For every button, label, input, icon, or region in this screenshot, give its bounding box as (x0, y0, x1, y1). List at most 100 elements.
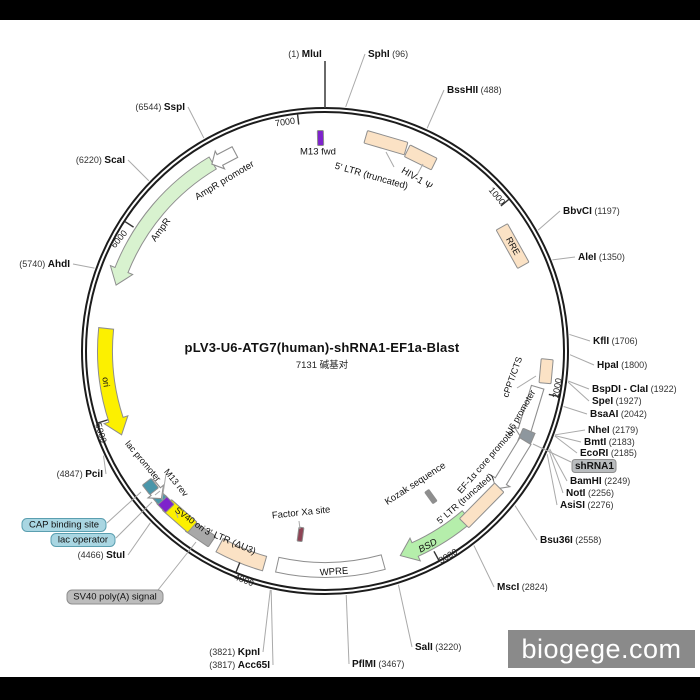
m13-rev-label: M13 rev (162, 467, 191, 499)
site-label-alei: AleI (1350) (578, 252, 625, 263)
feature-3-ltr-du3 (215, 537, 268, 572)
wpre-label: WPRE (319, 566, 348, 579)
site-leader-bsaai (563, 406, 588, 415)
site-leader-scai (127, 159, 150, 182)
site-label-bsaai: BsaAI (2042) (590, 409, 647, 420)
cap-binding-site-label-bg (21, 518, 107, 532)
site-label-ecori: EcoRI (2185) (580, 448, 637, 459)
site-leader-stui (127, 522, 151, 556)
site-leader-hpai (569, 354, 595, 366)
site-leader-bsshii (426, 89, 445, 129)
feature-hiv-1-psi (404, 144, 438, 171)
feature-ori (96, 327, 129, 436)
site-label-kfli: KflI (1706) (593, 336, 638, 347)
site-label-scai: (6220) ScaI (76, 155, 125, 166)
tick-label-7000: 7000 (274, 116, 295, 129)
tick-4000 (235, 562, 241, 573)
site-label-shrna1: shRNA1 (575, 461, 614, 472)
feature-bsd (399, 509, 473, 562)
site-leader-ecori (554, 435, 578, 454)
site-leader-bspdi-clai (567, 380, 590, 390)
feature-5-ltr-truncated-1 (363, 130, 409, 156)
site-label-mlui: (1) MluI (288, 49, 322, 60)
site-leader-nhei (555, 429, 586, 436)
tick-3000 (433, 550, 440, 561)
site-leader-noti (548, 450, 564, 494)
bottom-letterbox-bar (0, 677, 700, 700)
site-leader-bmti (554, 435, 582, 443)
site-label-acc65i: (3817) Acc65I (209, 660, 270, 671)
feature-ef1a-core-promoter-arrow (490, 436, 532, 490)
feature-cppt-cts (538, 358, 554, 385)
plasmid-length-label: 7131 碱基对 (295, 360, 349, 371)
site-label-asisi: AsiSI (2276) (560, 500, 614, 511)
tick-1000 (500, 198, 510, 207)
lac-operator-label-leader (115, 501, 153, 539)
tick-5000 (97, 419, 108, 424)
feature-ampr (109, 156, 217, 286)
factor-xa-site-label: Factor Xa site (271, 504, 330, 521)
site-leader-pflmi (345, 595, 350, 665)
site-leader-ahdi (72, 263, 95, 269)
tick-label-4000: 4000 (233, 572, 255, 589)
site-label-sali: SalI (3220) (415, 642, 461, 653)
cap-binding-site-label: CAP binding site (29, 520, 99, 531)
site-leader-bsu36i (514, 505, 538, 541)
plasmid-title: pLV3-U6-ATG7(human)-shRNA1-EF1a-Blast (184, 340, 460, 355)
site-label-bsshii: BssHII (488) (447, 85, 502, 96)
m13-rev-label-leader (161, 473, 167, 501)
tick-7000 (296, 114, 300, 125)
tick-2000 (548, 393, 560, 398)
5-ltr-truncated-1-label-leader (385, 151, 395, 168)
kozak-sequence-label: Kozak sequence (383, 460, 448, 507)
site-label-bmti: BmtI (2183) (584, 437, 635, 448)
site-leader-bbvci (537, 210, 561, 231)
site-label-sphi: SphI (96) (368, 49, 408, 60)
site-leader-pcii (103, 455, 107, 475)
cap-binding-site-label-leader (106, 491, 142, 524)
feature-kozak-tick (424, 489, 438, 504)
watermark: biogege.com (508, 630, 695, 668)
site-label-nhei: NheI (2179) (588, 425, 638, 436)
site-label-spei: SpeI (1927) (592, 396, 642, 407)
site-label-noti: NotI (2256) (566, 488, 614, 499)
tick-label-3000: 3000 (437, 547, 459, 566)
factor-xa-site-label-leader (298, 520, 301, 530)
site-leader-kpni (262, 589, 271, 653)
site-leader-bamhi (549, 448, 568, 482)
sv40-polya-label-bg (66, 589, 164, 605)
5-ltr-truncated-1-label: 5' LTR (truncated) (333, 161, 409, 192)
lac-promoter-label-leader (154, 490, 161, 496)
site-label-bbvci: BbvCI (1197) (563, 206, 620, 217)
m13-fwd-label: M13 fwd (300, 147, 336, 158)
site-label-sspi: (6544) SspI (135, 102, 185, 113)
site-leader-sali (397, 584, 413, 648)
site-label-bsu36i: Bsu36I (2558) (540, 535, 601, 546)
feature-rre (496, 223, 530, 269)
ori-label: ori (100, 376, 111, 387)
site-label-bamhi: BamHI (2249) (570, 476, 630, 487)
feature-5-ltr-truncated-2 (459, 482, 504, 528)
site-label-msci: MscI (2824) (497, 582, 548, 593)
site-label-stui: (4466) StuI (78, 550, 126, 561)
sv40-polya-label-leader (157, 541, 197, 591)
tick-label-2000: 2000 (550, 377, 563, 398)
site-leader-msci (473, 545, 495, 588)
hiv-1-psi-label-leader (416, 163, 424, 176)
site-leader-acc65i (270, 589, 274, 666)
feature-cap-binding-site-box (142, 478, 159, 495)
site-leader-spei (567, 381, 590, 402)
site-label-bspdi-clai: BspDI - ClaI (1922) (592, 384, 677, 395)
cppt-cts-label-leader (516, 375, 537, 389)
site-label-pflmi: PflMI (3467) (352, 659, 404, 670)
sv40-ori-label-leader (175, 511, 179, 519)
site-label-pcii: (4847) PciI (57, 469, 104, 480)
plasmid-title-block: pLV3-U6-ATG7(human)-shRNA1-EF1a-Blast 71… (122, 340, 522, 371)
site-leader-kfli (569, 333, 591, 342)
tick-6000 (124, 220, 134, 228)
site-label-hpai: HpaI (1800) (597, 360, 647, 371)
sv40-polya-label: SV40 poly(A) signal (73, 592, 156, 603)
site-label-kpni: (3821) KpnI (209, 647, 260, 658)
